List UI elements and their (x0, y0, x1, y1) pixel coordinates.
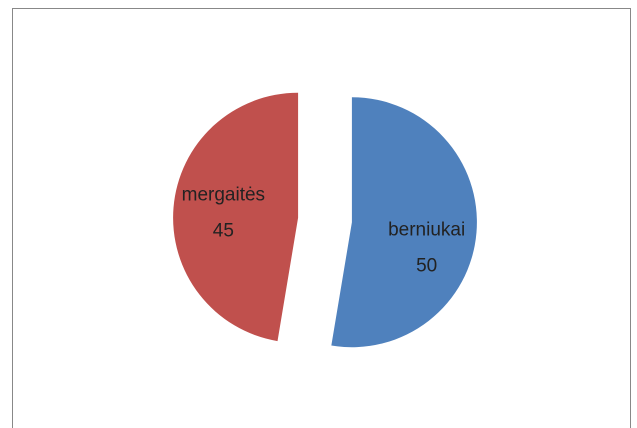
slice-value: 45 (213, 221, 234, 242)
slice-value: 50 (416, 255, 437, 276)
chart-frame (12, 8, 631, 428)
slice-category: mergaitės (182, 185, 265, 206)
slice-category: berniukai (388, 219, 465, 240)
pie-slice (173, 92, 299, 342)
slice-label: berniukai 50 (388, 219, 465, 276)
pie-slice (331, 97, 477, 348)
slice-label: mergaitės 45 (182, 185, 265, 242)
